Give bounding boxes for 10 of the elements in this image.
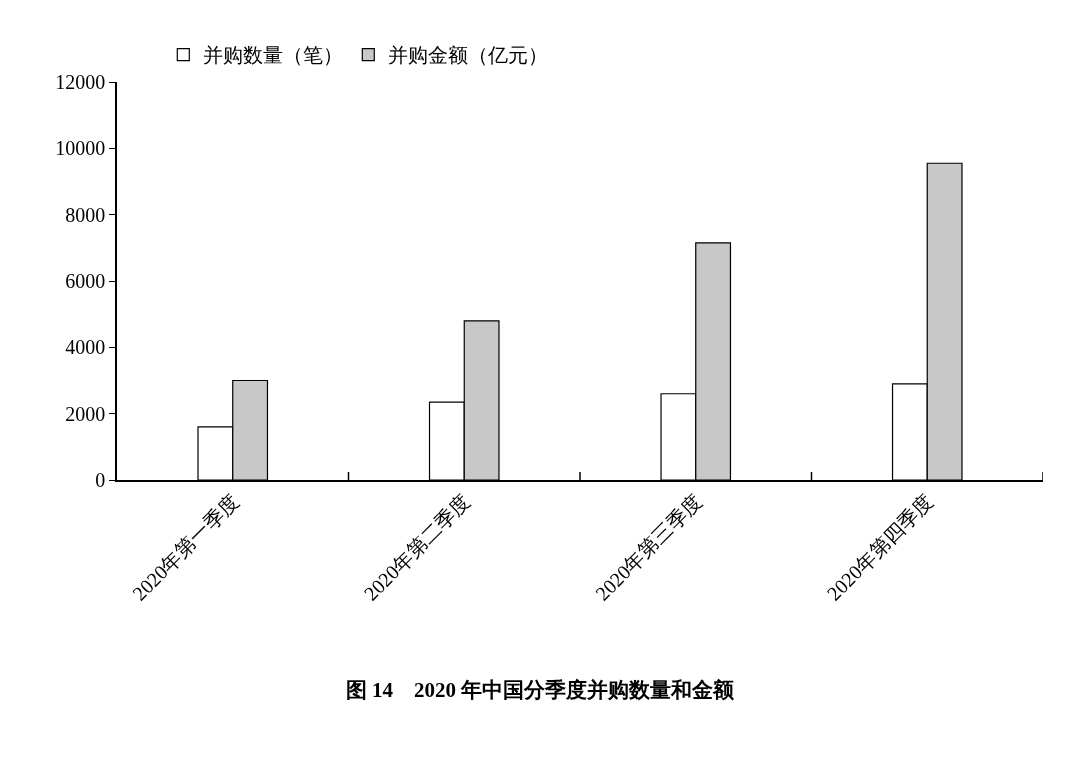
y-tick-label: 12000 <box>55 71 106 93</box>
y-tick-label: 10000 <box>55 137 106 160</box>
y-tick-label: 6000 <box>65 270 106 292</box>
text: 图 14 2020 年中国分季度并购数量和金额 <box>345 677 736 702</box>
y-tick-label: 2000 <box>65 402 106 425</box>
y-tick-label: 4000 <box>65 336 106 359</box>
legend-label: 并购数量（笔） <box>203 44 344 67</box>
y-tick-label: 8000 <box>65 203 106 226</box>
legend-label: 并购金额（亿元） <box>388 44 549 67</box>
y-tick-label: 0 <box>95 469 106 491</box>
